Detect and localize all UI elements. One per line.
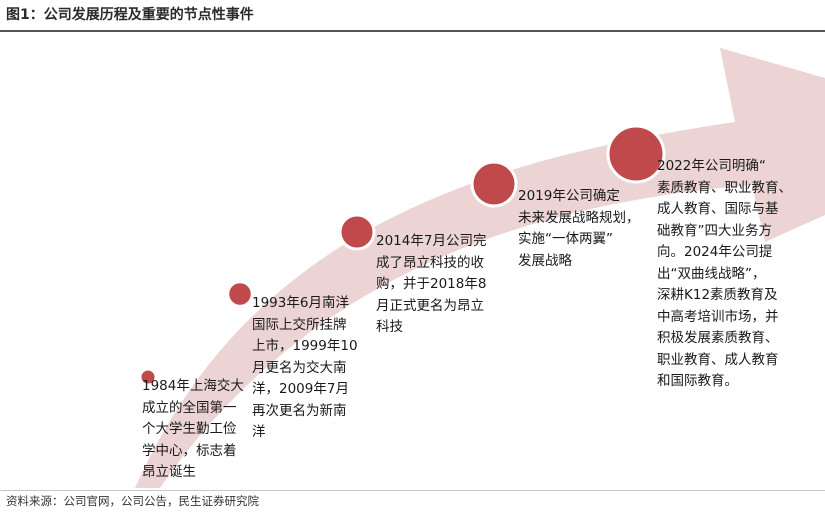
milestone-node-1984: [139, 368, 157, 386]
figure-title: 图1：公司发展历程及重要的节点性事件: [6, 7, 254, 23]
footer-rule: [0, 490, 825, 491]
milestone-node-2019: [470, 160, 518, 208]
milestone-text-1984: 1984年上海交大 成立的全国第一 个大学生勤工俭 学中心，标志着 昂立诞生: [142, 378, 244, 480]
title-rule: [0, 30, 825, 32]
milestone-node-1993: [226, 280, 254, 308]
source-note: 资料来源：公司官网，公司公告，民生证券研究院: [6, 494, 259, 508]
milestone-node-2014: [338, 213, 376, 251]
milestone-text-1993: 1993年6月南洋 国际上交所挂牌 上市，1999年10 月更名为交大南 洋，2…: [252, 295, 358, 440]
milestone-text-2014: 2014年7月公司完 成了昂立科技的收 购，并于2018年8 月正式更名为昂立 …: [376, 233, 487, 335]
milestone-node-2022: [606, 124, 666, 184]
milestone-text-2022: 2022年公司明确“ 素质教育、职业教育、 成人教育、国际与基 础教育”四大业务…: [657, 158, 792, 389]
milestone-text-2019: 2019年公司确定 未来发展战略规划， 实施“一体两翼” 发展战略: [518, 188, 640, 269]
